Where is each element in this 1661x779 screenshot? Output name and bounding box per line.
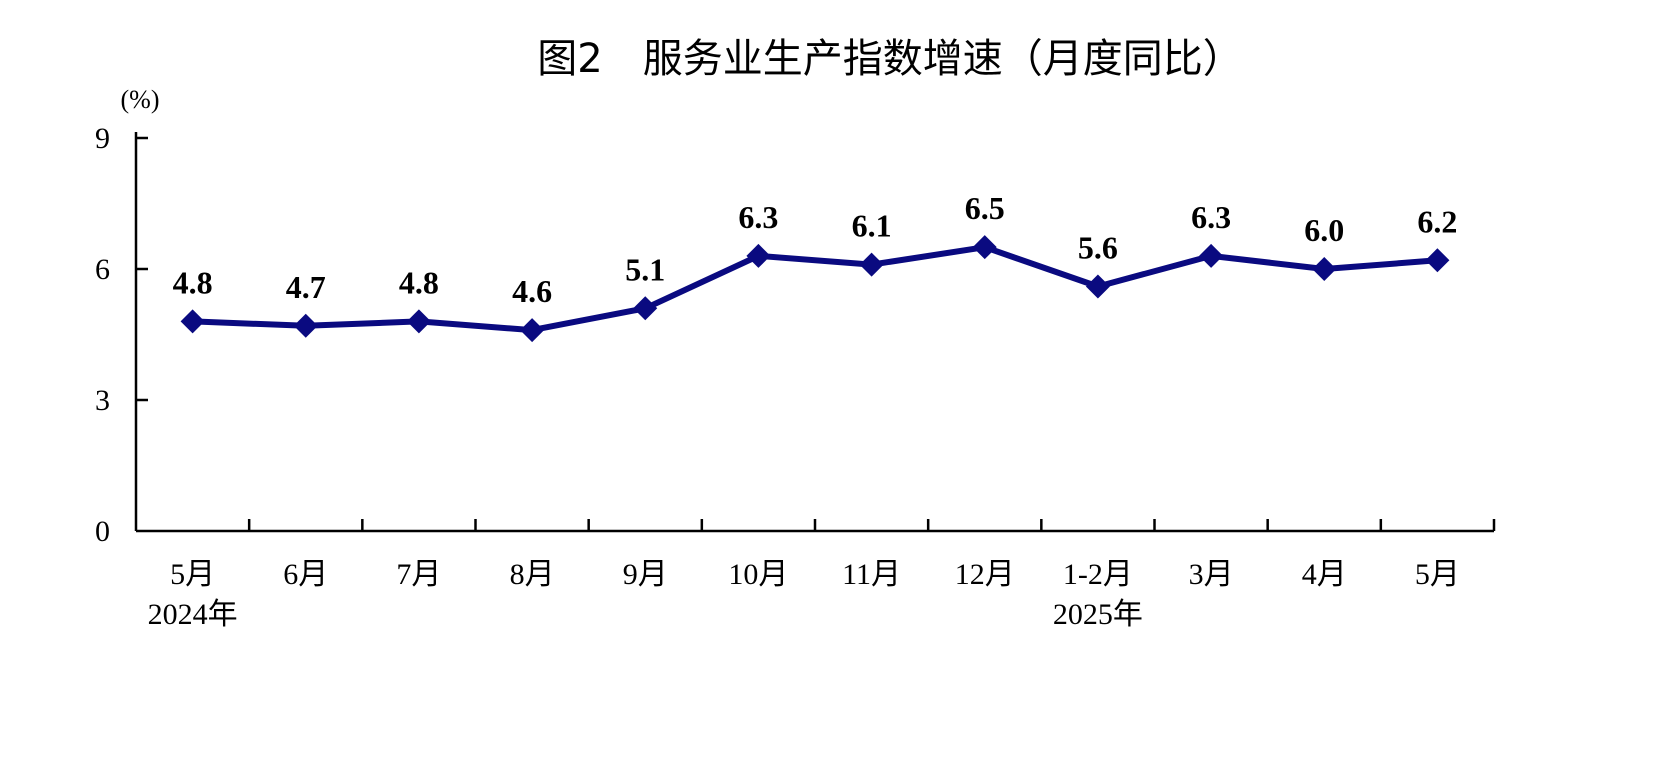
data-label: 5.1 bbox=[625, 251, 665, 287]
y-tick-label: 6 bbox=[95, 253, 110, 286]
data-label: 6.2 bbox=[1417, 203, 1457, 239]
series-line bbox=[189, 244, 1441, 334]
x-tick-label: 3月 bbox=[1189, 558, 1234, 591]
data-label: 6.3 bbox=[1191, 199, 1231, 235]
chart-title: 图2 服务业生产指数增速（月度同比） bbox=[537, 36, 1242, 82]
data-point-marker bbox=[1425, 248, 1450, 273]
x-tick-label: 1-2月 bbox=[1063, 558, 1133, 591]
data-label: 6.3 bbox=[738, 199, 778, 235]
x-tick-label: 12月 bbox=[955, 558, 1015, 591]
y-tick-label: 3 bbox=[95, 384, 110, 417]
data-point-marker bbox=[972, 235, 997, 260]
data-labels: 4.8 4.7 4.8 4.6 5.1 6.3 6.1 6.5 5.6 6.3 6.0 6.2 bbox=[173, 190, 1458, 309]
x-tick-label: 8月 bbox=[510, 558, 555, 591]
y-tick-labels: 0 3 6 9 bbox=[95, 122, 110, 548]
year-label: 2024年 bbox=[148, 598, 238, 631]
data-label: 4.7 bbox=[286, 269, 326, 305]
series-group bbox=[180, 235, 1450, 343]
x-tick-label: 4月 bbox=[1302, 558, 1347, 591]
data-label: 4.8 bbox=[399, 264, 439, 300]
data-label: 4.6 bbox=[512, 273, 552, 309]
x-tick-labels: 5月 6月 7月 8月 9月 10月 11月 12月 1-2月 3月 4月 5月 bbox=[170, 558, 1460, 591]
data-point-marker bbox=[520, 318, 545, 343]
x-tick-label: 7月 bbox=[396, 558, 441, 591]
year-label: 2025年 bbox=[1053, 598, 1143, 631]
data-label: 6.1 bbox=[852, 208, 892, 244]
data-label: 6.5 bbox=[965, 190, 1005, 226]
x-tick-label: 11月 bbox=[842, 558, 901, 591]
data-label: 6.0 bbox=[1304, 212, 1344, 248]
data-point-marker bbox=[1312, 257, 1337, 281]
data-point-marker bbox=[1199, 243, 1224, 268]
data-point-marker bbox=[180, 309, 205, 334]
y-tick-label: 0 bbox=[95, 515, 110, 548]
data-point-marker bbox=[293, 313, 318, 338]
x-tick-label: 9月 bbox=[623, 558, 668, 591]
data-point-marker bbox=[746, 243, 771, 268]
data-label: 4.8 bbox=[173, 264, 213, 300]
year-labels: 2024年 2025年 bbox=[148, 598, 1143, 631]
x-tick-label: 6月 bbox=[283, 558, 328, 591]
x-tick-label: 5月 bbox=[1415, 558, 1460, 591]
data-label: 5.6 bbox=[1078, 229, 1118, 265]
data-point-marker bbox=[859, 252, 884, 277]
y-tick-label: 9 bbox=[95, 122, 110, 155]
data-point-marker bbox=[633, 296, 658, 321]
axes bbox=[134, 132, 1496, 533]
y-axis-unit-label: (%) bbox=[121, 85, 160, 114]
data-point-marker bbox=[406, 309, 431, 334]
data-point-marker bbox=[1085, 274, 1110, 299]
x-tick-label: 5月 bbox=[170, 558, 215, 591]
x-tick-label: 10月 bbox=[728, 558, 788, 591]
